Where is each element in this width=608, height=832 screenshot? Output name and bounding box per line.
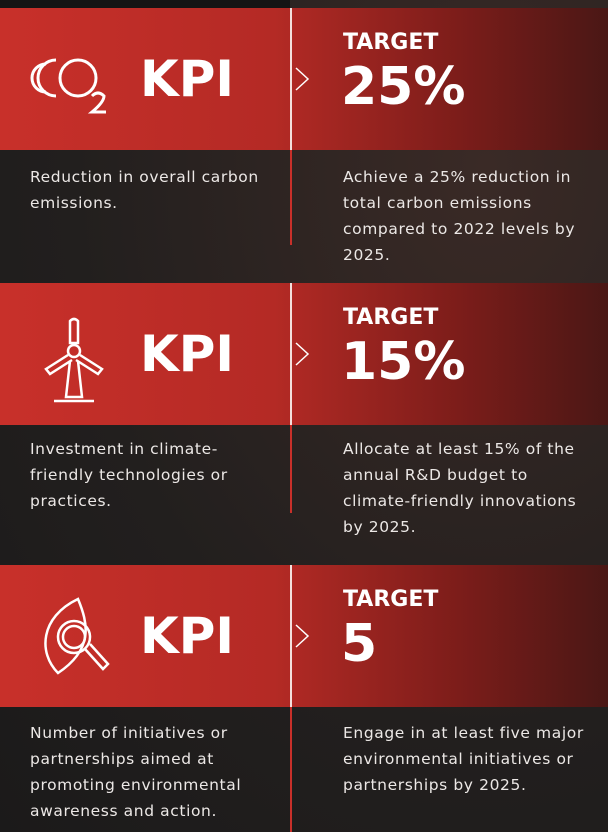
kpi-label: KPI <box>140 50 234 108</box>
target-value: 5 <box>341 614 378 674</box>
turbine-icon <box>44 317 104 403</box>
kpi-label: KPI <box>140 607 234 665</box>
divider <box>290 283 292 425</box>
kpi-label: KPI <box>140 325 234 383</box>
target-label: TARGET <box>343 587 439 612</box>
target-value: 15% <box>341 332 466 392</box>
co2-icon <box>30 58 106 114</box>
divider <box>290 8 292 150</box>
target-detail: Allocate at least 15% of the annual R&D … <box>343 440 577 536</box>
chevron <box>295 342 310 366</box>
divider <box>290 707 292 832</box>
chevron <box>295 624 310 648</box>
target-value: 25% <box>341 57 466 117</box>
kpi-band: KPI TARGET 25% <box>0 8 608 150</box>
kpi-description: Investment in climate-friendly technolog… <box>30 440 228 510</box>
target-detail: Achieve a 25% reduction in total carbon … <box>343 168 576 264</box>
divider <box>290 425 292 513</box>
search-leaf-icon <box>44 597 110 675</box>
target-detail: Engage in at least five major environmen… <box>343 724 584 794</box>
chevron <box>295 67 310 91</box>
divider <box>290 150 292 245</box>
kpi-description: Reduction in overall carbon emissions. <box>30 168 259 212</box>
kpi-description: Number of initiatives or partnerships ai… <box>30 724 242 820</box>
top-strip <box>0 0 290 10</box>
target-label: TARGET <box>343 30 439 55</box>
target-label: TARGET <box>343 305 439 330</box>
kpi-band: KPI TARGET 5 <box>0 565 608 707</box>
divider <box>290 565 292 707</box>
kpi-band: KPI TARGET 15% <box>0 283 608 425</box>
